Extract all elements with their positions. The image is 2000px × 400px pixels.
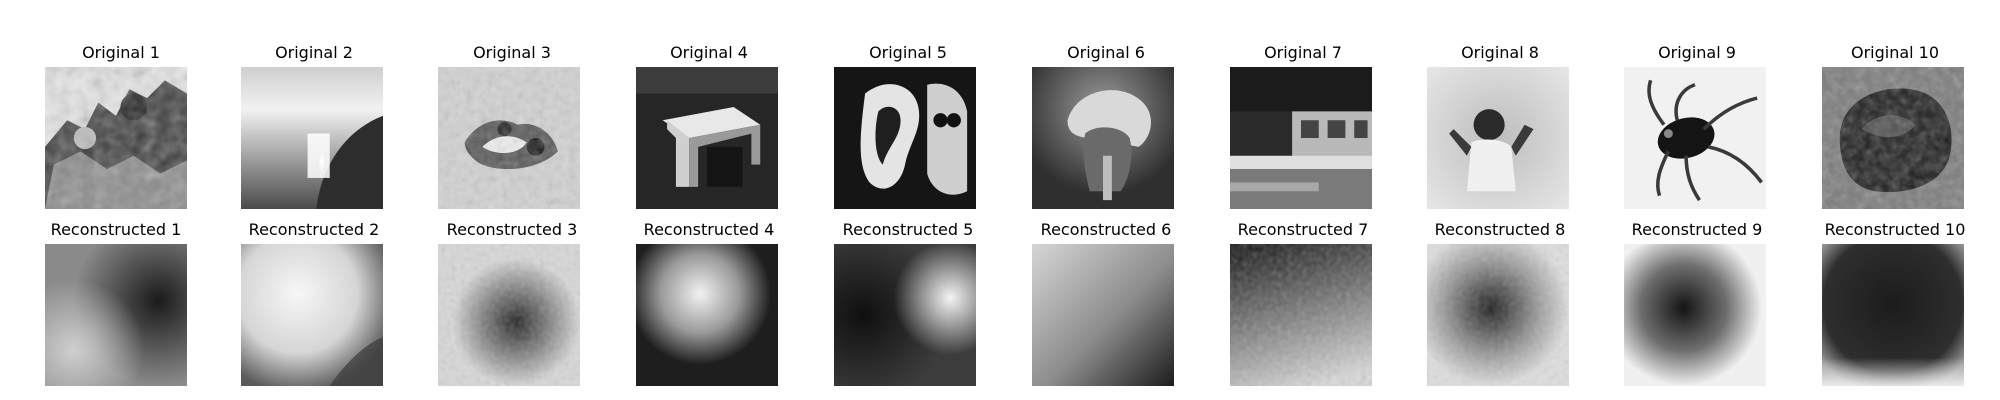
original-image-5: [834, 67, 976, 209]
title-original-7: Original 7: [1264, 43, 1342, 62]
title-reconstructed-8: Reconstructed 8: [1434, 220, 1566, 239]
title-reconstructed-5: Reconstructed 5: [842, 220, 974, 239]
title-reconstructed-2: Reconstructed 2: [248, 220, 380, 239]
title-reconstructed-6: Reconstructed 6: [1040, 220, 1172, 239]
original-image-8: [1427, 67, 1569, 209]
title-original-2: Original 2: [275, 43, 353, 62]
reconstructed-image-10: [1822, 244, 1964, 386]
reconstructed-image-8: [1427, 244, 1569, 386]
title-original-10: Original 10: [1850, 43, 1940, 62]
title-original-3: Original 3: [473, 43, 551, 62]
original-image-6: [1032, 67, 1174, 209]
title-original-9: Original 9: [1658, 43, 1736, 62]
title-original-6: Original 6: [1067, 43, 1145, 62]
title-reconstructed-9: Reconstructed 9: [1631, 220, 1763, 239]
original-image-9: [1624, 67, 1766, 209]
reconstructed-image-6: [1032, 244, 1174, 386]
title-reconstructed-1: Reconstructed 1: [50, 220, 182, 239]
title-original-8: Original 8: [1461, 43, 1539, 62]
title-original-5: Original 5: [869, 43, 947, 62]
reconstructed-image-1: [45, 244, 187, 386]
original-image-10: [1822, 67, 1964, 209]
reconstructed-image-2: [241, 244, 383, 386]
reconstructed-image-4: [636, 244, 778, 386]
title-original-4: Original 4: [670, 43, 748, 62]
original-image-7: [1230, 67, 1372, 209]
title-reconstructed-10: Reconstructed 10: [1824, 220, 1966, 239]
title-original-1: Original 1: [82, 43, 160, 62]
original-image-2: [241, 67, 383, 209]
original-image-4: [636, 67, 778, 209]
title-reconstructed-7: Reconstructed 7: [1237, 220, 1369, 239]
reconstructed-image-3: [438, 244, 580, 386]
original-image-3: [438, 67, 580, 209]
reconstructed-image-5: [834, 244, 976, 386]
reconstructed-image-9: [1624, 244, 1766, 386]
title-reconstructed-3: Reconstructed 3: [446, 220, 578, 239]
title-reconstructed-4: Reconstructed 4: [643, 220, 775, 239]
reconstructed-image-7: [1230, 244, 1372, 386]
original-image-1: [45, 67, 187, 209]
